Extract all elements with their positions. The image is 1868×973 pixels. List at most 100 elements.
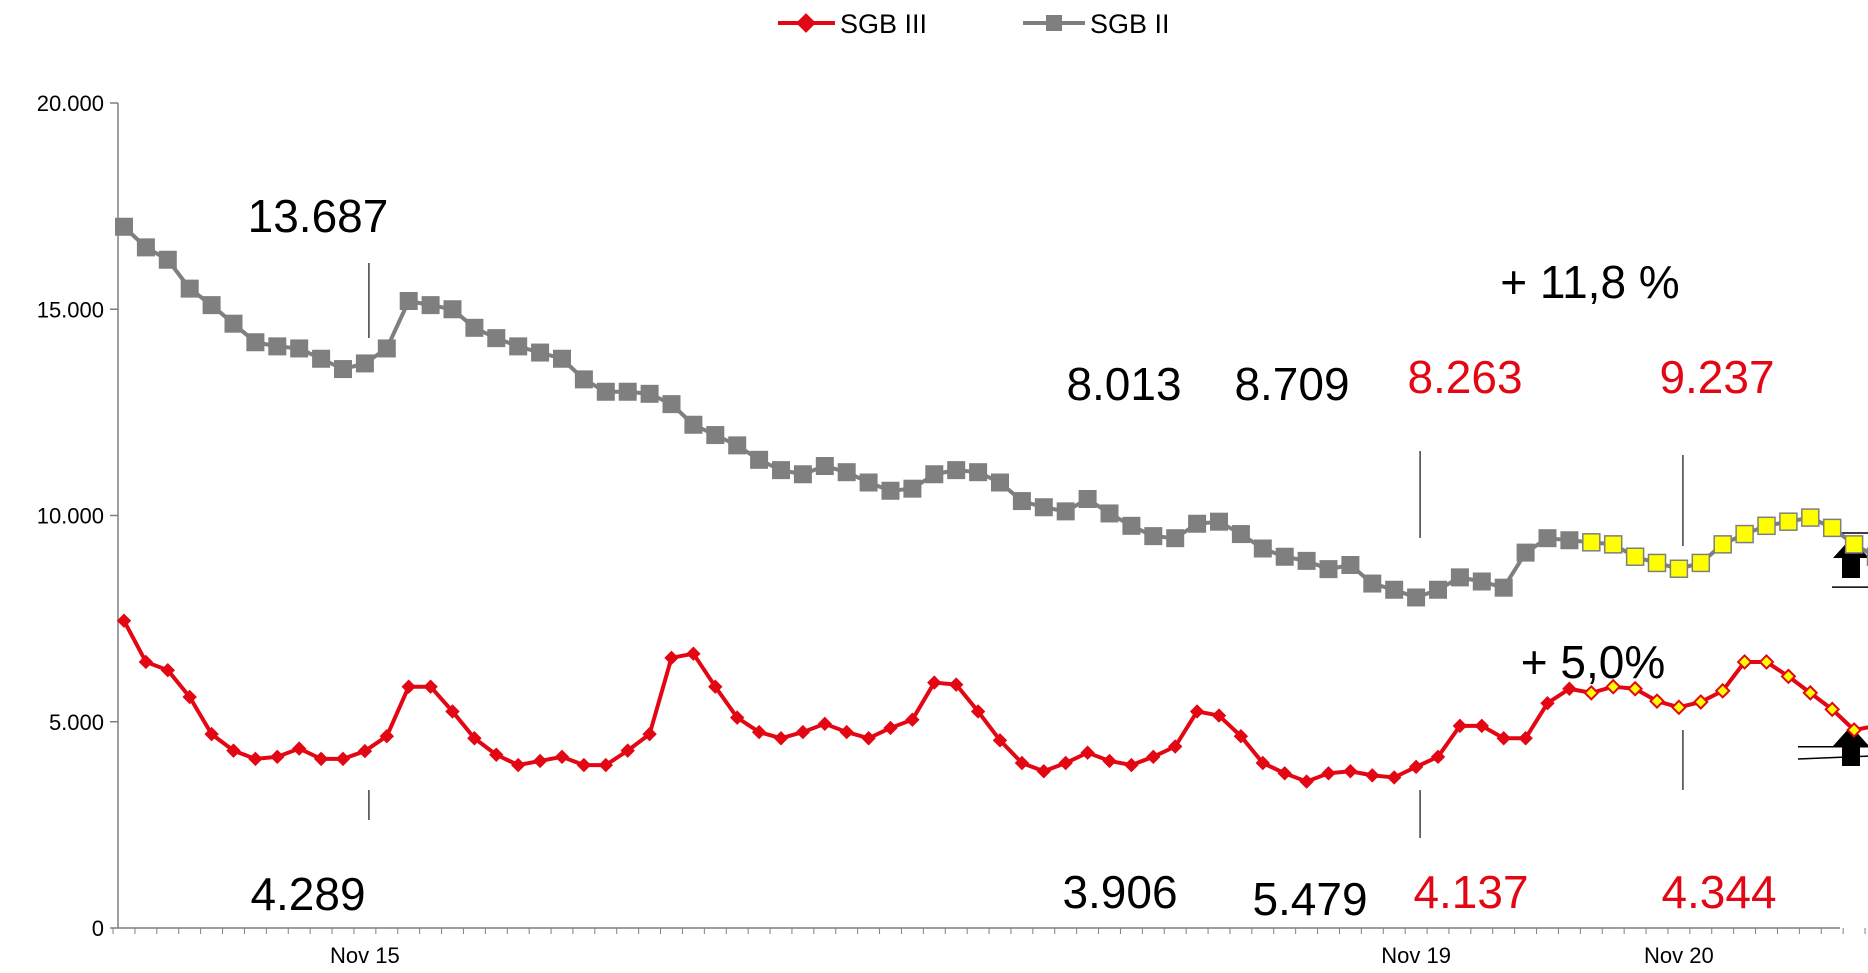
data-point-sgb2	[202, 296, 221, 315]
annotations: 13.687 8.013 8.709 8.263 9.237 4.289 3.906 5.47…	[248, 190, 1777, 925]
x-tick-label: Nov 20	[1644, 943, 1714, 968]
data-point-sgb2	[1603, 535, 1623, 554]
data-point-sgb2	[574, 370, 593, 389]
data-point-sgb2	[1647, 553, 1667, 573]
data-point-sgb2	[815, 457, 834, 475]
data-point-sgb3	[1408, 759, 1424, 775]
data-point-sgb3	[1540, 695, 1555, 711]
data-point-sgb3	[532, 753, 548, 769]
data-point-sgb3	[817, 716, 833, 732]
data-point-sgb3	[1649, 693, 1665, 710]
data-point-sgb2	[399, 292, 418, 310]
data-point-sgb3	[1758, 654, 1775, 670]
data-point-sgb3	[1824, 701, 1841, 718]
data-point-sgb3	[1255, 755, 1271, 771]
data-point-sgb3	[204, 726, 219, 742]
data-point-sgb2	[158, 250, 177, 269]
data-point-sgb2	[312, 349, 331, 368]
data-point-sgb2	[947, 461, 966, 480]
data-point-sgb3	[1496, 731, 1511, 746]
data-point-sgb2	[509, 337, 528, 356]
data-point-sgb3	[576, 757, 592, 773]
data-point-sgb3	[1802, 684, 1819, 701]
data-point-sgb2	[180, 279, 199, 298]
data-point-sgb3	[1430, 749, 1446, 765]
data-point-sgb2	[925, 465, 944, 484]
data-point-sgb3	[642, 726, 657, 742]
data-point-sgb2	[859, 473, 878, 492]
data-point-sgb2	[355, 354, 374, 373]
data-point-sgb2	[1625, 547, 1645, 566]
data-point-sgb2	[1297, 551, 1316, 570]
y-tick-label: 15.000	[37, 297, 104, 322]
data-point-sgb2	[596, 382, 615, 401]
data-point-sgb3	[1627, 680, 1644, 697]
data-point-sgb3	[620, 743, 635, 758]
data-point-sgb3	[1670, 699, 1687, 716]
data-point-sgb2	[553, 349, 571, 368]
value-label-sgb2: 13.687	[248, 190, 389, 242]
data-point-sgb2	[531, 343, 550, 362]
data-point-sgb3	[1189, 704, 1205, 719]
data-point-sgb2	[837, 463, 856, 482]
data-point-sgb2	[1472, 572, 1491, 591]
data-point-sgb3	[291, 741, 307, 756]
y-tick-label: 20.000	[37, 91, 104, 116]
data-point-sgb2	[1429, 580, 1447, 599]
data-point-sgb2	[728, 436, 747, 455]
data-point-sgb2	[334, 360, 352, 379]
data-point-sgb3	[1036, 764, 1052, 779]
data-point-sgb2	[772, 461, 790, 480]
data-point-sgb2	[1034, 498, 1053, 517]
data-point-sgb3	[1452, 718, 1468, 734]
value-label-sgb2: 9.237	[1659, 351, 1774, 403]
value-label-sgb3: 4.289	[250, 868, 365, 920]
data-point-sgb3	[1102, 753, 1117, 769]
data-point-sgb2	[1231, 525, 1250, 544]
data-point-sgb2	[1078, 490, 1097, 508]
change-label-sgb3: + 5,0%	[1521, 636, 1666, 688]
data-point-sgb3	[1299, 774, 1314, 789]
data-point-sgb3	[1277, 766, 1292, 781]
data-point-sgb2	[1516, 543, 1535, 562]
data-point-sgb3	[357, 743, 373, 759]
data-point-sgb2	[136, 238, 155, 257]
value-label-sgb3: 4.137	[1413, 866, 1528, 918]
data-point-sgb3	[1780, 668, 1797, 685]
data-point-sgb3	[1233, 728, 1249, 744]
data-point-sgb3	[839, 724, 854, 740]
data-point-sgb2	[1801, 508, 1820, 527]
data-point-sgb3	[795, 724, 811, 740]
data-point-sgb2	[1713, 535, 1732, 554]
data-point-sgb2	[465, 318, 484, 337]
data-point-sgb3	[1605, 678, 1622, 695]
data-point-sgb3	[1343, 764, 1358, 779]
data-point-sgb3	[992, 733, 1008, 748]
data-point-sgb2	[1341, 556, 1360, 574]
value-label-sgb3: 5.479	[1252, 873, 1367, 925]
legend-label-sgb2: SGB II	[1090, 9, 1170, 39]
data-point-sgb2	[246, 333, 265, 352]
data-point-sgb2	[991, 473, 1009, 492]
data-point-sgb3	[182, 689, 197, 705]
data-point-sgb3	[554, 749, 570, 765]
data-point-sgb2	[618, 382, 637, 401]
data-point-sgb3	[1080, 745, 1095, 760]
data-point-sgb3	[1124, 757, 1139, 773]
data-point-sgb2	[881, 481, 900, 500]
y-tick-label: 10.000	[37, 504, 104, 529]
data-point-sgb2	[1319, 560, 1338, 579]
data-point-sgb2	[421, 296, 440, 315]
data-point-sgb3	[1846, 722, 1863, 738]
data-point-sgb2	[1757, 516, 1776, 536]
data-point-sgb3	[751, 724, 767, 740]
legend-swatch-marker-sgb3	[796, 13, 816, 33]
data-point-sgb2	[706, 426, 725, 445]
data-point-sgb3	[948, 677, 964, 692]
data-point-sgb2	[487, 329, 506, 348]
data-point-sgb2	[1385, 580, 1404, 599]
change-label-sgb2: + 11,8 %	[1500, 256, 1679, 308]
data-point-sgb3	[883, 720, 898, 736]
data-point-sgb2	[1188, 514, 1207, 533]
